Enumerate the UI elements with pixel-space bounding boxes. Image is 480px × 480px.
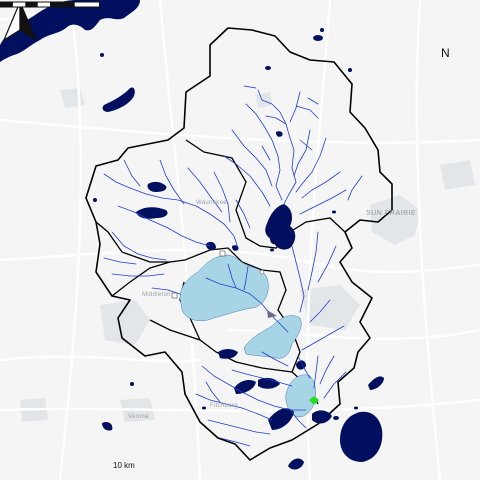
lake-east [368, 376, 384, 390]
place-label-sun-prairie: SUN PRAIRIE [366, 210, 417, 217]
inner-lakes [179, 254, 316, 418]
lake-monona [243, 315, 302, 359]
lake-southeast-small [355, 415, 366, 423]
wetland-cherokee [265, 204, 296, 250]
urban-areas [20, 88, 475, 422]
scale-bar [0, 1, 100, 8]
lake-far-west [102, 421, 113, 431]
lake-mendota [179, 254, 269, 321]
gauge-station-marker [259, 269, 265, 275]
gauge-station-marker [171, 292, 178, 299]
gauge-markers [171, 250, 277, 318]
inner-wetlands [136, 131, 336, 430]
place-label-fitchburg: Fitchburg [210, 403, 238, 409]
lake-south [288, 458, 304, 470]
north-arrow-label: N [441, 46, 450, 60]
lake-waubesa [285, 374, 316, 418]
scale-bar-label: 10 km [113, 461, 135, 470]
lake-southeast [340, 411, 383, 462]
gauge-station-marker [219, 250, 226, 257]
place-label-waunakee: Waunakee [196, 200, 227, 206]
outside-lakes [0, 0, 384, 470]
lake-northwest [102, 87, 135, 112]
place-label-verona: Verona [128, 414, 149, 420]
place-label-middleton: Middleton [142, 292, 171, 298]
outlet-marker [309, 396, 319, 405]
streams [103, 85, 363, 447]
north-arrow-icon [3, 1, 37, 41]
flow-direction-marker [267, 310, 277, 318]
lake-top-left [0, 0, 140, 62]
